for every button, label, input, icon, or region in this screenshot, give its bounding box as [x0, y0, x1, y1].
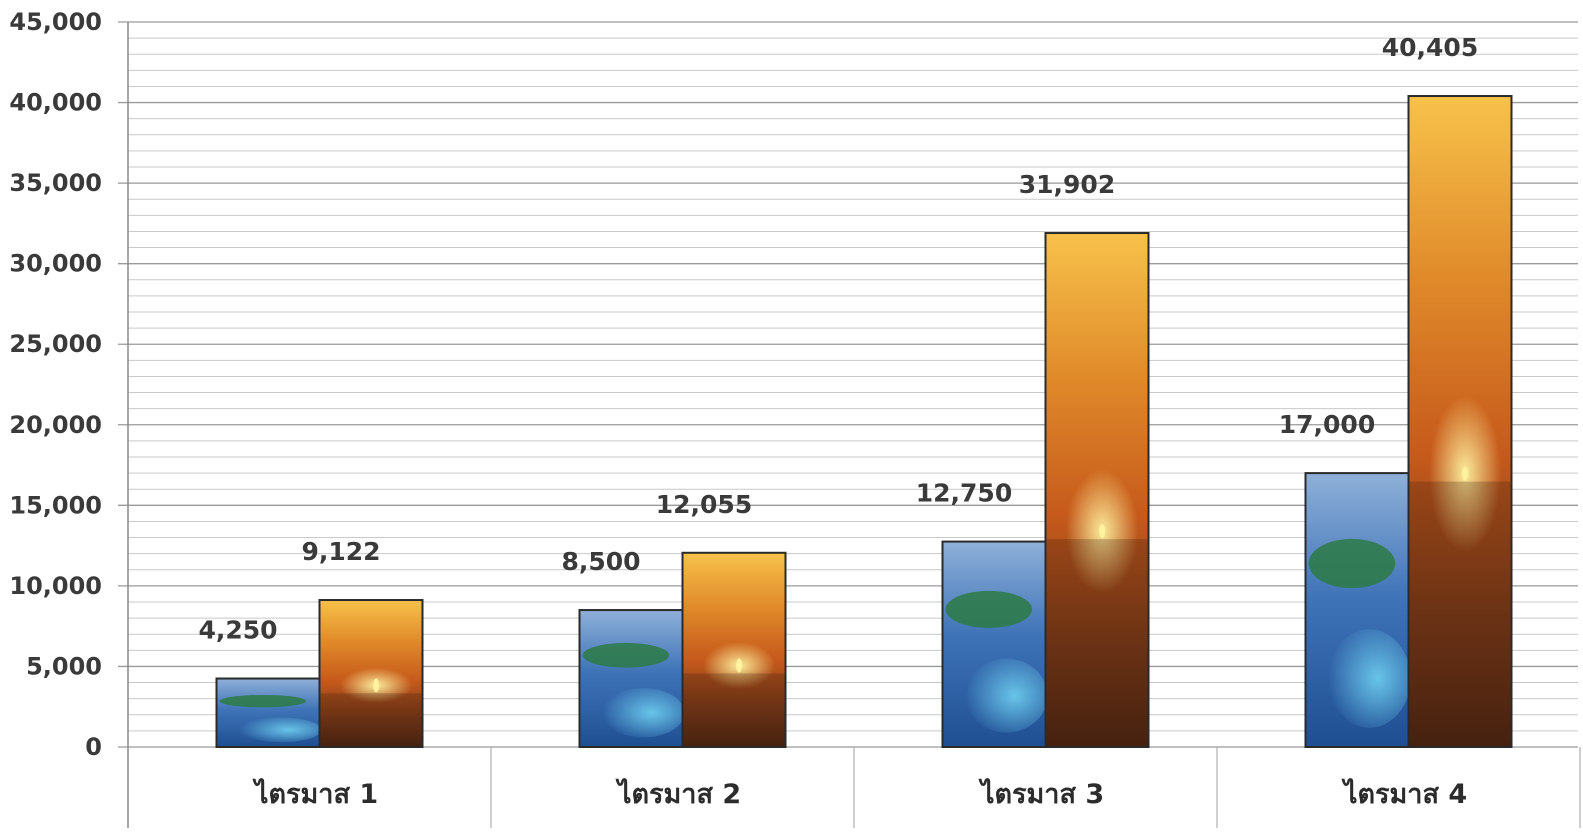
bar-texture-island [945, 590, 1033, 628]
bar-texture-foam [602, 688, 685, 738]
data-label: 8,500 [561, 547, 640, 576]
bar-texture-sun [736, 658, 743, 673]
bar-texture-water [683, 673, 785, 746]
bar-series-1 [215, 677, 322, 748]
y-tick-label: 30,000 [9, 250, 102, 278]
bar-texture-sun [373, 678, 380, 693]
x-tick-label: ไตรมาส 4 [1341, 778, 1467, 810]
bar-texture-water [1409, 481, 1511, 746]
axes: 0 5,000 10,000 15,000 20,000 25,000 30,000 35,0… [9, 8, 1581, 828]
y-tick-label: 0 [85, 733, 102, 761]
bar-texture-water [320, 693, 422, 746]
y-tick-label: 25,000 [9, 330, 102, 358]
data-label: 12,750 [916, 479, 1012, 508]
x-tick-label: ไตรมาส 1 [252, 778, 378, 810]
bar-series-1 [941, 540, 1048, 748]
bar-series-2 [1407, 95, 1513, 748]
bar-texture-foam [1328, 629, 1411, 728]
bar-series-1 [1304, 472, 1411, 748]
y-tick-label: 5,000 [26, 652, 102, 680]
bar-texture-island [219, 694, 307, 708]
y-tick-label: 20,000 [9, 411, 102, 439]
bars [215, 95, 1513, 749]
data-labels: 4,250 9,122 8,500 12,055 12,750 31,902 17,000 4… [198, 33, 1478, 644]
data-label: 31,902 [1019, 170, 1115, 199]
y-tick-label: 45,000 [9, 8, 102, 36]
data-label: 17,000 [1279, 410, 1375, 439]
y-tick-label: 35,000 [9, 169, 102, 197]
bar-texture-sun [1462, 466, 1469, 481]
data-label: 12,055 [656, 490, 752, 519]
bar-series-1 [578, 609, 685, 748]
y-tick-label: 40,000 [9, 89, 102, 117]
data-label: 4,250 [198, 616, 277, 645]
bar-texture-island [1308, 538, 1396, 589]
x-tick-label: ไตรมาส 3 [978, 778, 1104, 810]
data-label: 40,405 [1382, 33, 1478, 62]
x-tick-label: ไตรมาส 2 [615, 778, 741, 810]
y-tick-label: 10,000 [9, 572, 102, 600]
bar-series-2 [1044, 232, 1150, 749]
bar-texture-foam [965, 658, 1048, 733]
data-label: 9,122 [301, 537, 380, 566]
bar-series-2 [318, 599, 424, 748]
bar-texture-island [582, 642, 670, 668]
bar-texture-water [1046, 539, 1148, 746]
bar-series-2 [681, 551, 787, 749]
bar-texture-sun [1099, 524, 1106, 539]
bar-texture-foam [239, 717, 322, 743]
y-tick-label: 15,000 [9, 491, 102, 519]
